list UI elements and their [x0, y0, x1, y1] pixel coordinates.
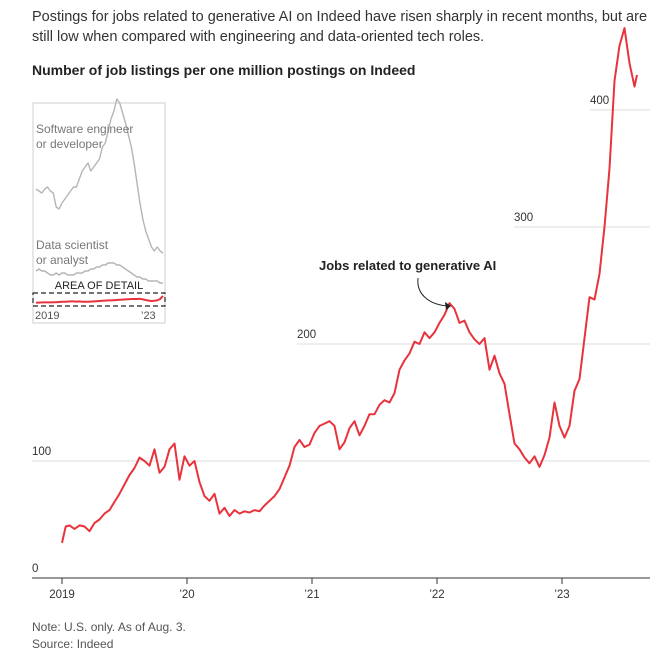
inset-overview-chart: Software engineer or developer Data scient…: [32, 98, 166, 324]
footnote: Note: U.S. only. As of Aug. 3.: [32, 620, 186, 634]
chart-notes: Note: U.S. only. As of Aug. 3. Source: I…: [32, 619, 186, 653]
inset-series-data-scientist: [35, 262, 163, 284]
inset-series-gen-ai: [36, 295, 164, 304]
x-tick-label: ’20: [179, 589, 194, 601]
source-note: Source: Indeed: [32, 637, 114, 651]
annotation-label: Jobs related to generative AI: [319, 258, 496, 273]
area-of-detail-label: AREA OF DETAIL: [55, 280, 143, 292]
annotation-arrowhead: [445, 302, 451, 310]
chart-title: Number of job listings per one million p…: [32, 62, 416, 78]
x-tick-label: ’23: [554, 589, 569, 601]
x-tick-label: ’21: [304, 589, 319, 601]
inset-label-data-scientist: Data scientist or analyst: [36, 238, 109, 267]
inset-label-software: Software engineer or developer: [36, 122, 133, 151]
inset-x-tick-label: 2019: [35, 310, 59, 322]
main-line-chart: 0 100 200 300 400 2019 ’20 ’21 ’22 ’23 Jobs relate…: [32, 27, 650, 601]
y-tick-label: 300: [514, 212, 533, 224]
inset-x-tick-label: ’23: [141, 310, 156, 322]
inset-frame: [32, 102, 166, 324]
y-tick-label: 100: [32, 446, 51, 458]
inset-series-software: [35, 98, 164, 254]
series-line-generative-ai: [61, 27, 638, 544]
x-tick-label: ’22: [429, 589, 444, 601]
chart-subtitle: Postings for jobs related to generative …: [32, 9, 648, 45]
x-tick-label: 2019: [49, 589, 75, 601]
y-tick-label: 200: [297, 329, 316, 341]
y-tick-label: 0: [32, 563, 38, 575]
area-of-detail-box: [32, 292, 166, 307]
y-tick-label: 400: [590, 95, 609, 107]
